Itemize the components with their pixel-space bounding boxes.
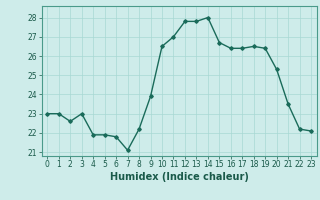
X-axis label: Humidex (Indice chaleur): Humidex (Indice chaleur) <box>110 172 249 182</box>
